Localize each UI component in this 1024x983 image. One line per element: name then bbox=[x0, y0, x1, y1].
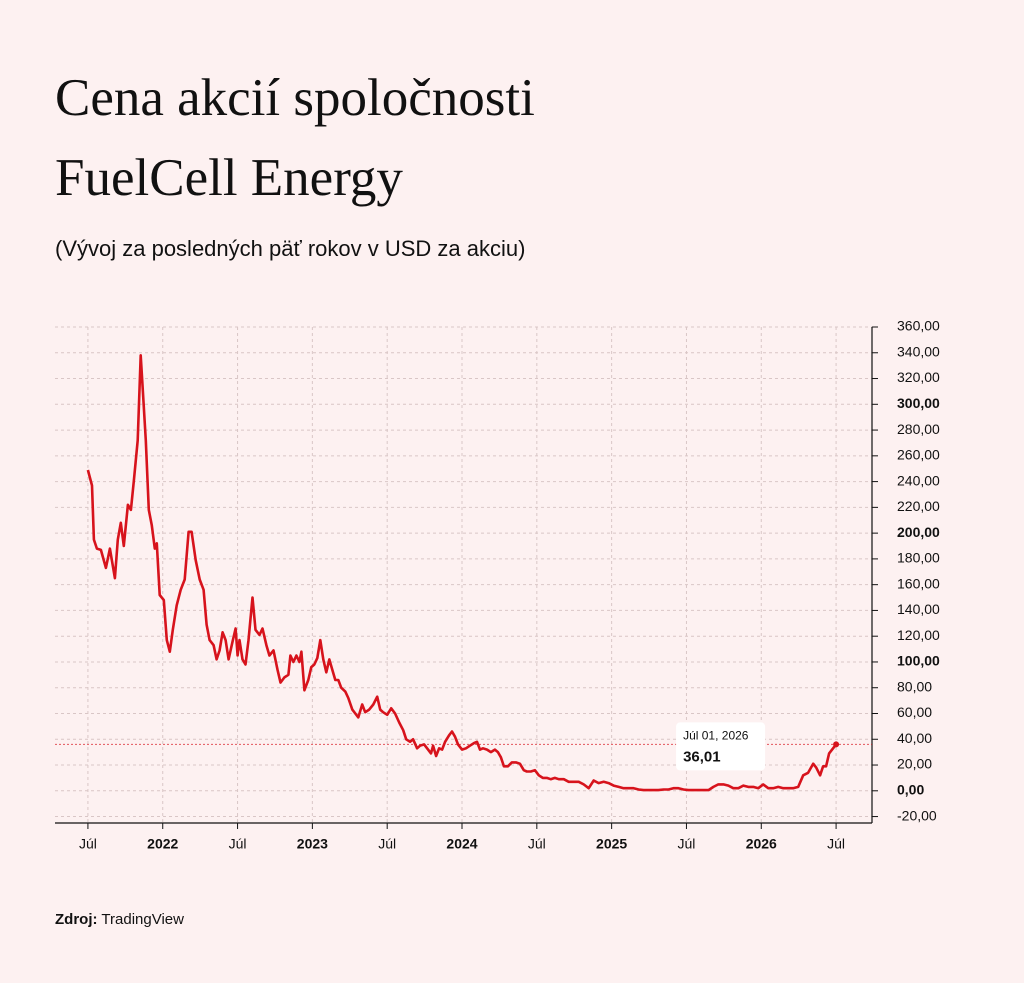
y-tick-label: 240,00 bbox=[897, 472, 940, 488]
x-tick-label: Júl bbox=[378, 836, 396, 852]
x-tick-label: 2024 bbox=[446, 836, 477, 852]
y-tick-label: 100,00 bbox=[897, 653, 940, 669]
y-tick-label: 120,00 bbox=[897, 627, 940, 643]
y-tick-label: 280,00 bbox=[897, 421, 940, 437]
y-tick-label: 140,00 bbox=[897, 601, 940, 617]
chart-subtitle: (Vývoj za posledných päť rokov v USD za … bbox=[55, 236, 526, 261]
y-tick-label: 20,00 bbox=[897, 756, 932, 772]
y-tick-label: 260,00 bbox=[897, 447, 940, 463]
price-line bbox=[86, 354, 838, 792]
x-tick-label: 2025 bbox=[596, 836, 627, 852]
x-tick-label: Júl bbox=[229, 836, 247, 852]
source-name: TradingView bbox=[101, 911, 184, 928]
tooltip-box bbox=[676, 722, 766, 771]
y-tick-label: 360,00 bbox=[897, 318, 940, 334]
y-tick-label: 160,00 bbox=[897, 575, 940, 591]
y-tick-label: 200,00 bbox=[897, 524, 940, 540]
x-tick-label: 2022 bbox=[147, 836, 178, 852]
tooltip-date: Júl 01, 2026 bbox=[683, 729, 749, 743]
y-tick-label: 0,00 bbox=[897, 781, 924, 797]
chart-title: Cena akcií spoločnosti FuelCell Energy bbox=[55, 69, 535, 207]
y-tick-label: 60,00 bbox=[897, 704, 932, 720]
source-label: Zdroj: bbox=[55, 911, 98, 928]
source: Zdroj: TradingView bbox=[55, 911, 184, 928]
x-tick-label: 2023 bbox=[297, 836, 328, 852]
tooltip-value: 36,01 bbox=[683, 748, 721, 765]
y-tick-label: -20,00 bbox=[897, 807, 937, 823]
y-tick-label: 80,00 bbox=[897, 678, 932, 694]
y-tick-label: 340,00 bbox=[897, 343, 940, 359]
y-tick-label: 180,00 bbox=[897, 550, 940, 566]
x-tick-label: 2026 bbox=[746, 836, 777, 852]
x-tick-label: Júl bbox=[827, 836, 845, 852]
y-tick-label: 300,00 bbox=[897, 395, 940, 411]
y-tick-label: 220,00 bbox=[897, 498, 940, 514]
x-tick-label: Júl bbox=[79, 836, 97, 852]
last-point bbox=[833, 741, 840, 748]
y-tick-label: 320,00 bbox=[897, 369, 940, 385]
x-tick-label: Júl bbox=[678, 836, 696, 852]
y-tick-label: 40,00 bbox=[897, 730, 932, 746]
x-tick-label: Júl bbox=[528, 836, 546, 852]
